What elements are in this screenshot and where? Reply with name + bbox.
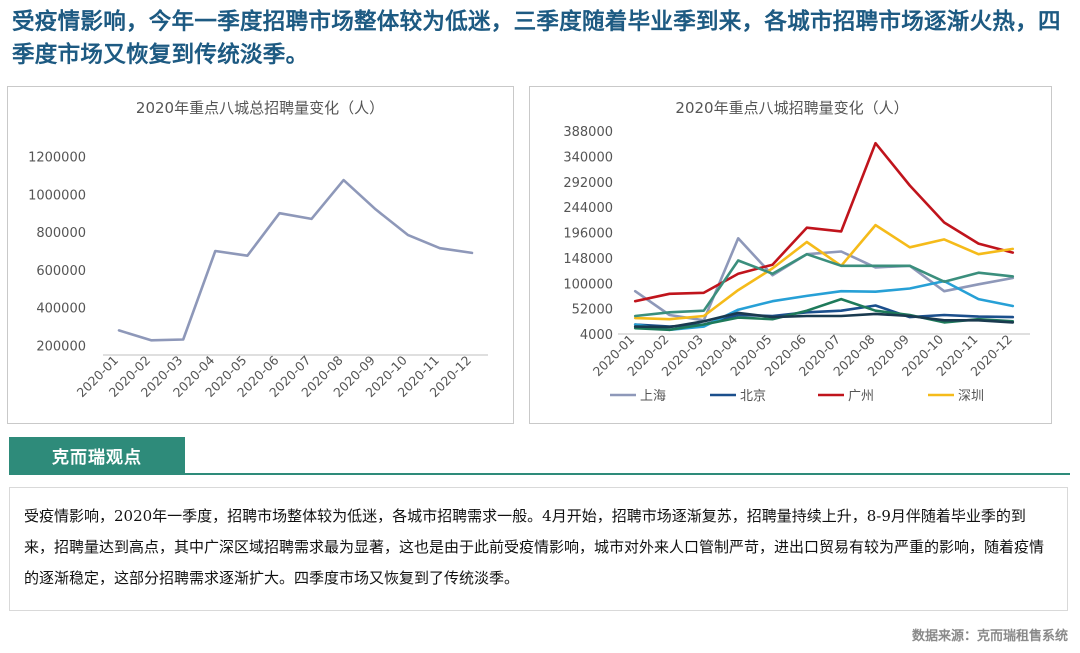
total-recruitment-chart-svg: 2020年重点八城总招聘量变化（人） 200000 400000 600000 8000… [28, 99, 488, 400]
y-tick-label: 292000 [563, 176, 613, 191]
legend-label: 深圳 [958, 389, 984, 404]
city-recruitment-chart-svg: 2020年重点八城招聘量变化（人） 4000 52000 100000 148000 19… [563, 99, 1030, 404]
series-line [633, 279, 1015, 332]
page-headline: 受疫情影响，今年一季度招聘市场整体较为低迷，三季度随着毕业季到来，各城市招聘市场… [12, 9, 1061, 68]
series-line [633, 311, 1015, 329]
series-line [633, 252, 1015, 318]
y-tick-label: 52000 [572, 303, 613, 318]
y-tick-label: 800000 [36, 226, 86, 241]
y-tick-label: 200000 [36, 340, 86, 355]
total-recruitment-chart: 2020年重点八城总招聘量变化（人） 200000 400000 600000 8000… [7, 86, 514, 424]
series-line [633, 297, 1015, 332]
y-tick-label: 400000 [36, 302, 86, 317]
y-tick-label: 196000 [563, 227, 613, 242]
section-badge: 克而瑞观点 [9, 437, 185, 473]
y-tick-label: 100000 [563, 277, 613, 292]
chart-title: 2020年重点八城总招聘量变化（人） [136, 99, 384, 117]
series-line [633, 141, 1015, 303]
city-recruitment-chart: 2020年重点八城招聘量变化（人） 4000 52000 100000 148000 19… [529, 86, 1052, 424]
y-tick-label: 1000000 [28, 188, 86, 203]
y-tick-label: 4000 [580, 328, 613, 343]
y-tick-label: 148000 [563, 252, 613, 267]
legend-label: 上海 [640, 389, 666, 404]
opinion-text: 受疫情影响，2020年一季度，招聘市场整体较为低迷，各城市招聘需求一般。4月开始… [9, 487, 1068, 611]
y-tick-label: 340000 [563, 150, 613, 165]
y-tick-label: 1200000 [28, 150, 86, 165]
legend-label: 北京 [740, 389, 766, 404]
section-divider [9, 473, 1070, 475]
series-line [633, 223, 1015, 321]
y-tick-label: 244000 [563, 201, 613, 216]
chart-title: 2020年重点八城招聘量变化（人） [675, 99, 908, 117]
y-tick-label: 388000 [563, 125, 613, 140]
y-tick-label: 600000 [36, 264, 86, 279]
data-source: 数据来源：克而瑞租售系统 [911, 629, 1068, 644]
legend-label: 广州 [848, 389, 874, 404]
series-line [117, 178, 474, 342]
